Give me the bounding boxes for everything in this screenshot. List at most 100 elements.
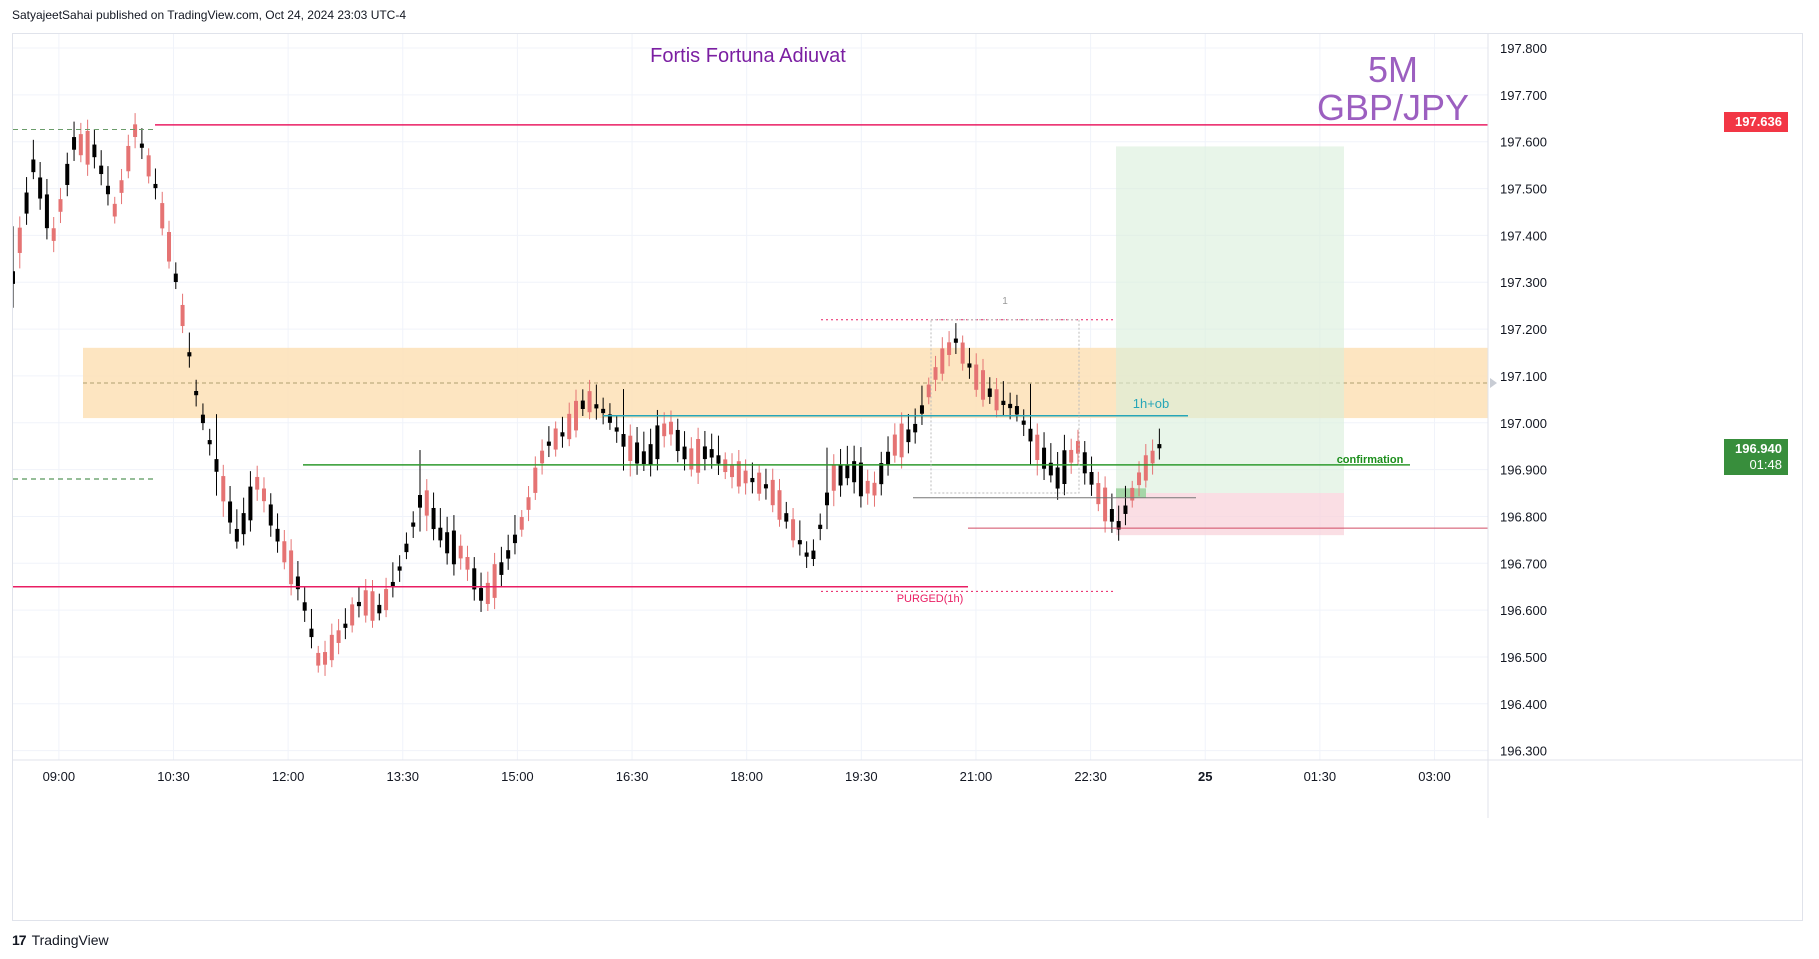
x-tick-label: 18:00 (730, 769, 763, 784)
candle-body (852, 461, 857, 483)
candle-body (65, 163, 70, 185)
x-tick-label: 15:00 (501, 769, 534, 784)
candle-body (574, 400, 579, 431)
candle-body (282, 541, 287, 563)
candle-body (662, 423, 667, 437)
y-tick-label: 197.000 (1500, 416, 1547, 431)
tradingview-brand: TradingView (31, 932, 109, 948)
candle-body (13, 271, 15, 284)
x-tick-label: 09:00 (43, 769, 76, 784)
candle-body (180, 304, 185, 327)
candle-body (519, 517, 524, 530)
range-box (930, 319, 1080, 494)
candle-body (1062, 450, 1067, 484)
candle-body (146, 155, 151, 177)
candle-body (730, 464, 735, 478)
candle-body (194, 390, 199, 396)
candle-body (133, 124, 138, 137)
candle-body (499, 562, 504, 575)
candle-body (648, 444, 653, 466)
tradingview-footer[interactable]: 17 TradingView (12, 932, 109, 948)
candle-body (336, 630, 341, 643)
y-tick-label: 196.300 (1500, 744, 1547, 759)
level-price-value: 197.636 (1735, 114, 1782, 129)
x-tick-label: 21:00 (960, 769, 993, 784)
candle-body (702, 446, 707, 460)
candle-body (635, 442, 640, 464)
candle-body (92, 144, 97, 158)
candle-body (947, 342, 952, 355)
candle-body (309, 628, 314, 638)
candle-body (51, 228, 56, 241)
x-tick-label: 01:30 (1304, 769, 1337, 784)
candle-body (472, 568, 477, 590)
candle-body (234, 528, 239, 542)
y-tick-label: 197.500 (1500, 182, 1547, 197)
marker-label: 1 (1002, 296, 1008, 307)
candle-body (160, 203, 165, 229)
candle-body (689, 448, 694, 470)
candle-body (1150, 450, 1155, 464)
y-tick-label: 196.400 (1500, 697, 1547, 712)
candle-body (200, 414, 205, 424)
candle-body (255, 476, 260, 490)
candle-body (295, 576, 300, 590)
candle-body (207, 440, 212, 445)
candle-body (628, 435, 633, 461)
candle-body (139, 143, 144, 148)
chart-frame[interactable]: 197.800 197.700 197.600 197.500 197.400 197.3… (12, 33, 1803, 921)
candle-body (560, 432, 565, 437)
y-tick-label: 197.200 (1500, 322, 1547, 337)
line-layer (13, 124, 1488, 592)
last-price-countdown: 01:48 (1749, 457, 1782, 472)
candle-body (1109, 509, 1114, 522)
candle-body (682, 446, 687, 460)
candle-body (1089, 472, 1094, 485)
y-tick-label: 197.700 (1500, 88, 1547, 103)
chart-canvas[interactable]: 197.800 197.700 197.600 197.500 197.400 197.3… (13, 34, 1802, 920)
candle-body (479, 588, 484, 601)
candle-body (675, 429, 680, 452)
candle-body (886, 451, 891, 465)
candle-body (465, 557, 470, 570)
candle-body (445, 532, 450, 554)
candle-body (750, 477, 755, 483)
candle-body (791, 519, 796, 541)
candle-body (594, 404, 599, 409)
candle-body (1075, 440, 1080, 454)
candle-body (431, 507, 436, 530)
y-tick-label: 197.300 (1500, 275, 1547, 290)
candle-body (72, 137, 77, 150)
candle-body (845, 465, 850, 479)
candle-body (350, 604, 355, 626)
candle-body (614, 427, 619, 432)
candle-body (119, 180, 124, 193)
candle-body (553, 428, 558, 450)
y-tick-label: 196.700 (1500, 556, 1547, 571)
candle-body (1130, 487, 1135, 501)
candle-body (784, 513, 789, 522)
candle-body (1103, 487, 1108, 522)
purged-label: PURGED(1h) (897, 593, 964, 605)
candle-body (221, 476, 226, 502)
candle-body (343, 623, 348, 628)
candle-body (438, 527, 443, 541)
candle-body (1035, 434, 1040, 460)
candle-body (302, 602, 307, 611)
candle-body (906, 429, 911, 443)
candle-body (526, 497, 531, 510)
candle-body (763, 484, 768, 489)
publisher-line: SatyajeetSahai published on TradingView.… (12, 8, 407, 22)
candle-body (377, 604, 382, 614)
candle-body (804, 552, 809, 557)
candle-body (99, 165, 104, 175)
candle-body (879, 463, 884, 485)
x-tick-label: 25 (1198, 769, 1212, 784)
y-tick-label: 197.100 (1500, 369, 1547, 384)
candle-body (187, 352, 192, 357)
candle-body (506, 550, 511, 559)
y-tick-label: 196.600 (1500, 603, 1547, 618)
candle-body (329, 634, 334, 661)
candle-body (228, 501, 233, 523)
candle-body (777, 490, 782, 520)
